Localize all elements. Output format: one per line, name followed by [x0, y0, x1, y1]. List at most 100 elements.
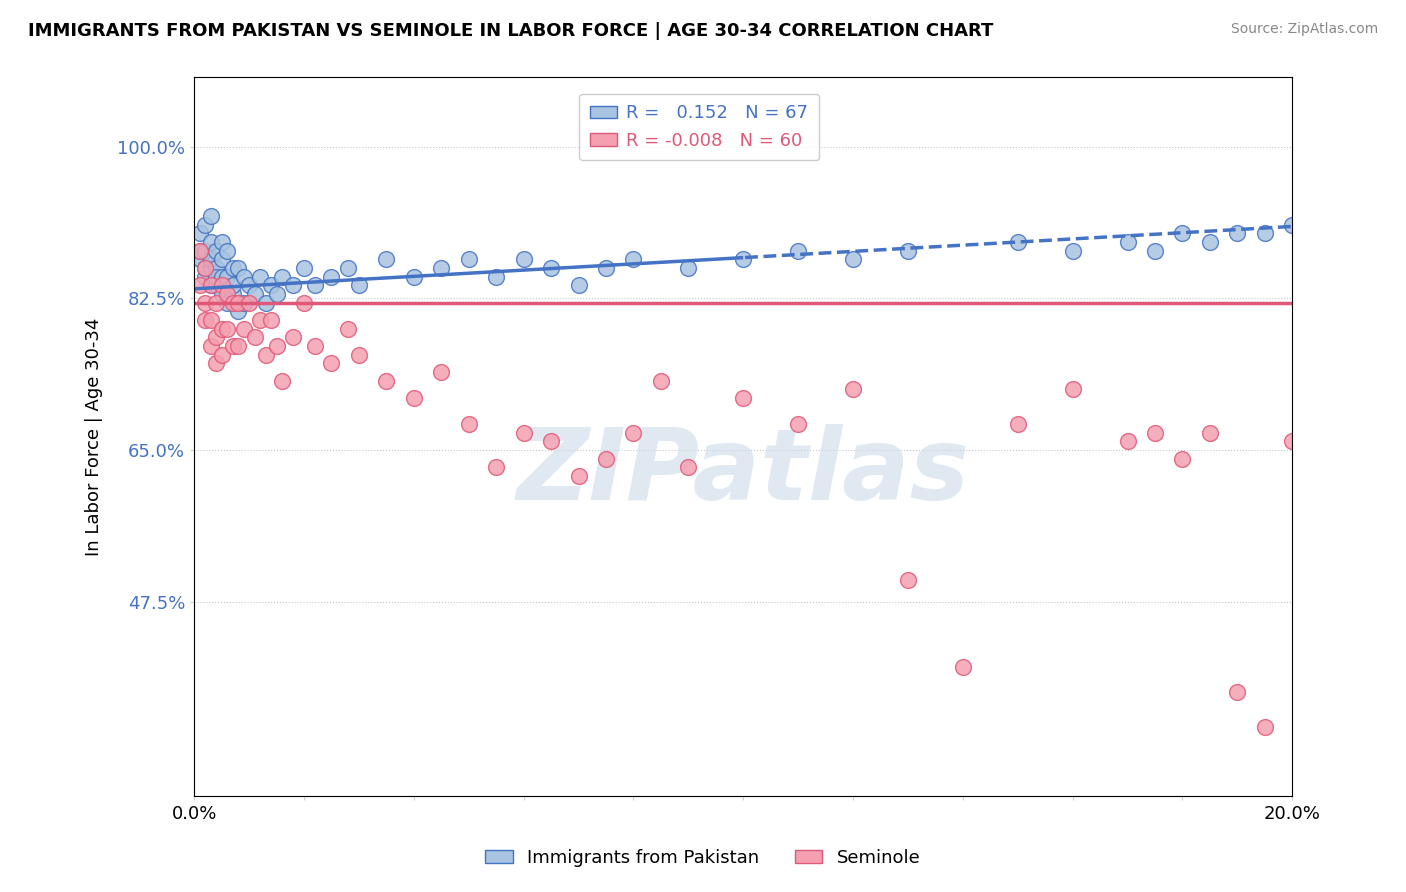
- Point: [188, 278, 211, 293]
- Point: [1254, 720, 1277, 734]
- Point: [194, 260, 217, 275]
- Point: [512, 252, 534, 267]
- Point: [232, 269, 254, 284]
- Point: [1143, 244, 1166, 258]
- Point: [211, 321, 233, 335]
- Point: [897, 573, 920, 587]
- Point: [457, 252, 479, 267]
- Point: [217, 321, 239, 335]
- Point: [952, 659, 974, 673]
- Point: [200, 278, 222, 293]
- Point: [200, 235, 222, 249]
- Point: [260, 313, 283, 327]
- Point: [232, 321, 254, 335]
- Point: [347, 278, 370, 293]
- Point: [567, 278, 589, 293]
- Point: [347, 348, 370, 362]
- Point: [217, 295, 239, 310]
- Point: [1007, 417, 1029, 431]
- Point: [221, 260, 243, 275]
- Text: IMMIGRANTS FROM PAKISTAN VS SEMINOLE IN LABOR FORCE | AGE 30-34 CORRELATION CHAR: IMMIGRANTS FROM PAKISTAN VS SEMINOLE IN …: [28, 22, 994, 40]
- Point: [457, 417, 479, 431]
- Point: [188, 227, 211, 241]
- Point: [226, 339, 249, 353]
- Point: [249, 313, 271, 327]
- Point: [254, 295, 277, 310]
- Point: [1007, 235, 1029, 249]
- Point: [650, 374, 672, 388]
- Point: [1062, 244, 1084, 258]
- Point: [1199, 425, 1222, 440]
- Point: [402, 269, 425, 284]
- Point: [336, 260, 359, 275]
- Point: [266, 339, 288, 353]
- Point: [787, 417, 810, 431]
- Point: [787, 244, 810, 258]
- Point: [188, 252, 211, 267]
- Point: [194, 244, 217, 258]
- Point: [271, 269, 294, 284]
- Point: [1254, 227, 1277, 241]
- Point: [194, 218, 217, 232]
- Point: [1116, 235, 1139, 249]
- Point: [188, 244, 211, 258]
- Point: [205, 330, 228, 344]
- Point: [512, 425, 534, 440]
- Point: [249, 269, 271, 284]
- Point: [595, 451, 617, 466]
- Point: [205, 295, 228, 310]
- Point: [304, 339, 326, 353]
- Point: [254, 348, 277, 362]
- Legend: R =   0.152   N = 67, R = -0.008   N = 60: R = 0.152 N = 67, R = -0.008 N = 60: [579, 94, 820, 161]
- Point: [211, 278, 233, 293]
- Point: [205, 244, 228, 258]
- Point: [200, 278, 222, 293]
- Point: [1226, 685, 1249, 699]
- Point: [243, 330, 266, 344]
- Point: [238, 278, 260, 293]
- Point: [567, 469, 589, 483]
- Point: [238, 295, 260, 310]
- Point: [375, 252, 398, 267]
- Point: [430, 260, 453, 275]
- Point: [194, 313, 217, 327]
- Point: [205, 278, 228, 293]
- Text: Source: ZipAtlas.com: Source: ZipAtlas.com: [1230, 22, 1378, 37]
- Point: [1116, 434, 1139, 449]
- Point: [221, 295, 243, 310]
- Point: [321, 269, 343, 284]
- Point: [842, 252, 865, 267]
- Point: [217, 287, 239, 301]
- Point: [200, 209, 222, 223]
- Point: [226, 295, 249, 310]
- Point: [260, 278, 283, 293]
- Y-axis label: In Labor Force | Age 30-34: In Labor Force | Age 30-34: [86, 318, 103, 556]
- Point: [733, 252, 755, 267]
- Point: [897, 244, 920, 258]
- Point: [281, 330, 304, 344]
- Point: [243, 287, 266, 301]
- Point: [540, 434, 562, 449]
- Point: [194, 260, 217, 275]
- Point: [211, 287, 233, 301]
- Point: [402, 391, 425, 405]
- Point: [485, 269, 508, 284]
- Point: [1281, 434, 1303, 449]
- Point: [211, 269, 233, 284]
- Point: [271, 374, 294, 388]
- Point: [217, 244, 239, 258]
- Point: [595, 260, 617, 275]
- Point: [430, 365, 453, 379]
- Point: [1171, 227, 1194, 241]
- Point: [221, 339, 243, 353]
- Point: [292, 295, 315, 310]
- Point: [232, 295, 254, 310]
- Point: [1281, 218, 1303, 232]
- Point: [281, 278, 304, 293]
- Point: [304, 278, 326, 293]
- Point: [485, 460, 508, 475]
- Point: [678, 460, 700, 475]
- Point: [1226, 227, 1249, 241]
- Point: [188, 244, 211, 258]
- Point: [194, 269, 217, 284]
